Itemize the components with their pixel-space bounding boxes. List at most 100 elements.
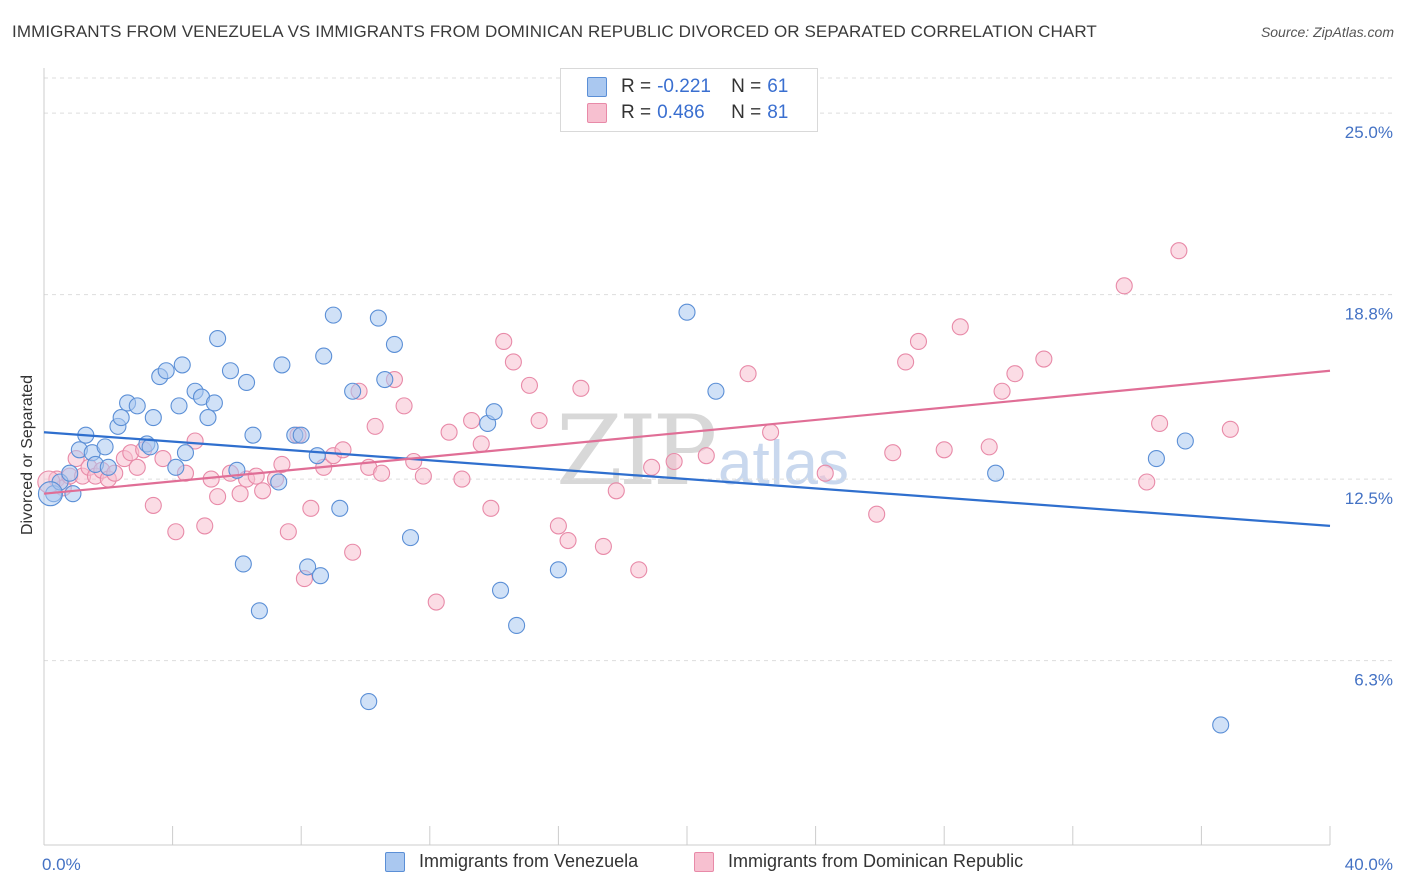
venezuela-point — [167, 458, 185, 476]
venezuela-point — [128, 397, 146, 415]
dominican-point — [186, 432, 204, 450]
dominican-point — [868, 505, 886, 523]
venezuela-point — [987, 464, 1005, 482]
chart-title: IMMIGRANTS FROM VENEZUELA VS IMMIGRANTS … — [12, 22, 1097, 41]
venezuela-point — [99, 458, 117, 476]
venezuela-point — [299, 558, 317, 576]
venezuela-trend-line — [43, 431, 1331, 528]
dominican-point — [463, 411, 481, 430]
dominican-point — [279, 523, 297, 541]
legend-r-value: -0.221 — [657, 76, 711, 97]
venezuela-point — [1147, 450, 1165, 468]
dominican-point — [607, 482, 625, 500]
gridlines — [44, 77, 1392, 662]
legend-n-label: N = — [731, 102, 762, 123]
dominican-point — [395, 397, 413, 415]
venezuela-point — [144, 409, 162, 427]
dominican-point — [897, 353, 915, 371]
dominican-point — [739, 365, 757, 383]
venezuela-point — [237, 373, 256, 392]
venezuela-point — [96, 438, 114, 456]
dominican-point — [302, 499, 320, 517]
dominican-swatch — [587, 103, 607, 123]
dominican-point — [1221, 420, 1239, 438]
legend-row-venezuela: R = -0.221 N = 61 — [587, 74, 788, 100]
venezuela-point — [221, 362, 240, 380]
dominican-point — [1170, 242, 1188, 260]
venezuela-point — [112, 409, 130, 427]
dominican-point — [816, 464, 834, 482]
dominican-point — [980, 438, 998, 456]
dominican-point — [247, 467, 265, 485]
dominican-point — [1138, 473, 1156, 491]
venezuela-point — [1176, 432, 1194, 450]
dominican-point — [231, 485, 249, 503]
dominican-point — [909, 332, 928, 351]
dominican-point — [366, 417, 384, 435]
dominican-point — [1006, 365, 1024, 383]
venezuela-point — [549, 561, 567, 579]
venezuela-point — [678, 303, 696, 321]
dominican-point — [414, 467, 432, 485]
dominican-points — [37, 242, 1239, 611]
venezuela-point — [64, 485, 82, 503]
dominican-point — [144, 496, 162, 514]
venezuela-point — [1212, 716, 1230, 734]
dominican-point — [495, 332, 513, 351]
dominican-point — [373, 464, 391, 482]
venezuela-point — [360, 693, 378, 711]
venezuela-point — [173, 356, 191, 374]
bottom-legend-label: Immigrants from Venezuela — [419, 851, 639, 871]
venezuela-point — [205, 394, 223, 412]
legend-row-dominican: R = 0.486 N = 81 — [587, 100, 788, 126]
dominican-point — [472, 435, 490, 453]
venezuela-point — [491, 581, 510, 599]
venezuela-point — [331, 499, 349, 517]
venezuela-point — [157, 362, 175, 380]
dominican-point — [254, 482, 272, 500]
venezuela-point — [61, 464, 79, 482]
dominican-point — [405, 452, 423, 471]
dominican-point — [167, 523, 185, 541]
y-tick-label: 18.8% — [1345, 305, 1393, 324]
correlation-legend: R = -0.221 N = 61 R = 0.486 N = 81 — [560, 68, 818, 132]
venezuela-point — [376, 370, 394, 389]
dominican-point — [453, 470, 471, 488]
legend-r-label: R = — [621, 102, 652, 123]
venezuela-swatch — [587, 77, 607, 97]
venezuela-point — [344, 382, 362, 400]
venezuela-point — [244, 426, 262, 444]
venezuela-point — [311, 567, 330, 585]
x-tick-label: 0.0% — [42, 855, 81, 874]
venezuela-point — [176, 444, 195, 462]
dominican-point — [530, 411, 548, 430]
bottom-legend-venezuela: Immigrants from Venezuela — [385, 851, 638, 872]
dominican-point — [594, 537, 612, 555]
dominican-point — [344, 543, 362, 561]
dominican-point — [762, 423, 780, 441]
dominican-point — [1151, 414, 1169, 432]
venezuela-point — [170, 397, 188, 415]
dominican-point — [951, 318, 969, 336]
dominican-point — [630, 561, 648, 579]
source-credit: Source: ZipAtlas.com — [1260, 24, 1394, 40]
dominican-point — [559, 531, 577, 550]
bottom-legend-label: Immigrants from Dominican Republic — [728, 851, 1024, 871]
venezuela-swatch — [385, 851, 405, 872]
dominican-point — [196, 517, 214, 535]
dominican-point — [504, 353, 522, 371]
watermark-zip: ZIP — [556, 395, 717, 507]
venezuela-point — [273, 356, 291, 374]
dominican-point — [427, 593, 445, 611]
axes — [43, 68, 1331, 846]
dominican-point — [643, 458, 661, 476]
venezuela-point — [324, 306, 342, 324]
dominican-point — [572, 379, 590, 397]
legend-n-value: 61 — [767, 76, 789, 97]
y-tick-label: 12.5% — [1345, 489, 1393, 508]
dominican-point — [482, 499, 500, 517]
legend-n-label: N = — [731, 76, 762, 97]
dominican-point — [935, 441, 953, 459]
dominican-point — [549, 517, 567, 535]
legend-r-label: R = — [621, 76, 652, 97]
